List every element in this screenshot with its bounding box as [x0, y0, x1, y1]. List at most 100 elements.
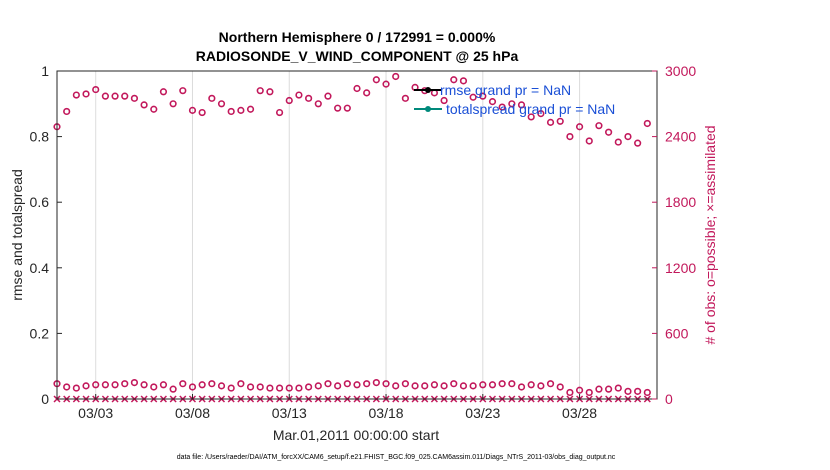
y-axis-left: 0 0.2 0.4 0.6 0.8 1	[30, 63, 62, 407]
x-tick-label: 03/23	[465, 405, 500, 421]
obs-possible-point	[217, 382, 226, 390]
obs-possible-point	[305, 383, 313, 391]
obs-possible-point	[343, 380, 351, 388]
obs-possible-point	[556, 383, 564, 391]
obs-possible-point	[324, 380, 332, 388]
obs-possible-point	[295, 384, 303, 392]
y-right-tick-label: 600	[665, 325, 689, 341]
obs-possible-point	[469, 382, 477, 390]
y-right-tick-label: 1200	[665, 260, 696, 276]
obs-possible-point	[498, 103, 506, 111]
obs-possible-point	[159, 88, 168, 96]
obs-possible-point	[643, 388, 651, 397]
obs-possible-point	[382, 380, 390, 388]
obs-possible-point	[440, 96, 448, 105]
obs-possible-point	[305, 94, 313, 102]
obs-possible-point	[295, 91, 303, 99]
obs-possible-point	[169, 100, 177, 108]
obs-possible-point	[101, 381, 109, 389]
legend-rmse-marker	[425, 87, 431, 93]
obs-possible-point	[353, 84, 361, 93]
x-tick-label: 03/08	[175, 405, 210, 421]
obs-possible-point	[527, 113, 535, 121]
obs-possible-point	[82, 382, 90, 390]
obs-possible-point	[546, 118, 555, 126]
obs-possible-point	[634, 139, 642, 147]
obs-possible-point	[614, 138, 622, 146]
obs-possible-point	[121, 380, 129, 388]
obs-possible-point	[508, 100, 516, 108]
obs-possible-point	[566, 388, 574, 397]
obs-possible-point	[169, 385, 177, 393]
obs-possible-point	[246, 105, 255, 113]
obs-possible-point	[208, 380, 216, 388]
obs-possible-point	[92, 85, 100, 94]
legend-rmse-label: rmse grand pr = NaN	[440, 82, 571, 98]
y-right-tick-label: 2400	[665, 129, 696, 145]
obs-possible-point	[605, 385, 613, 393]
obs-possible-point	[585, 388, 593, 397]
obs-possible-point	[227, 107, 235, 116]
obs-possible-point	[430, 381, 439, 389]
y-left-tick-label: 0.4	[30, 260, 50, 276]
footer-datafile: data file: /Users/raeder/DAI/ATM_forcXX/…	[177, 454, 616, 461]
legend: rmse grand pr = NaN totalspread grand pr…	[414, 82, 615, 117]
obs-possible-point	[382, 80, 390, 88]
obs-possible-point	[140, 101, 148, 109]
obs-possible-point	[324, 92, 332, 100]
obs-possible-point	[343, 104, 351, 112]
obs-possible-point	[566, 133, 574, 141]
obs-possible-point	[479, 381, 487, 389]
obs-possible-point	[72, 384, 80, 392]
obs-possible-point	[469, 93, 477, 101]
obs-possible-point	[440, 382, 448, 390]
obs-possible-point	[63, 383, 71, 391]
y-left-tick-label: 0.6	[30, 194, 50, 210]
obs-possible-point	[188, 383, 197, 391]
obs-possible-point	[556, 117, 564, 125]
obs-possible-point	[517, 101, 526, 109]
x-tick-label: 03/28	[562, 405, 597, 421]
obs-possible-point	[246, 383, 255, 391]
y-axis-right-label: # of obs: o=possible; ×=assimilated	[702, 125, 718, 344]
y-left-tick-label: 1	[41, 63, 49, 79]
obs-possible-point	[614, 384, 622, 392]
obs-possible-point	[459, 382, 468, 390]
chart-title-line1: Northern Hemisphere 0 / 172991 = 0.000%	[219, 29, 496, 45]
obs-possible-point	[121, 92, 129, 100]
obs-possible-point	[314, 100, 322, 108]
obs-possible-point	[150, 383, 158, 391]
obs-possible-point	[140, 381, 148, 389]
obs-possible-point	[392, 72, 400, 81]
obs-possible-point	[392, 382, 400, 390]
obs-possible-point	[92, 381, 100, 389]
obs-possible-point	[459, 77, 468, 85]
obs-possible-point	[372, 379, 380, 387]
obs-possible-point	[72, 91, 80, 99]
obs-possible-point	[217, 100, 226, 108]
obs-possible-point	[401, 94, 409, 102]
x-axis: 03/03 03/08 03/13 03/18 03/23 03/28	[78, 394, 597, 421]
obs-possible-point	[624, 133, 632, 141]
obs-possible-point	[101, 92, 109, 100]
obs-possible-point	[488, 381, 497, 389]
obs-possible-point	[546, 380, 555, 388]
obs-possible-point	[179, 380, 187, 388]
obs-possible-point	[314, 382, 322, 390]
obs-possible-point	[198, 381, 206, 389]
obs-possible-point	[575, 386, 584, 394]
obs-possible-point	[421, 382, 429, 390]
obs-possible-point	[537, 110, 545, 118]
y-left-tick-label: 0	[41, 391, 49, 407]
obs-possible-point	[266, 88, 274, 96]
obs-possible-point	[450, 76, 458, 84]
x-axis-label: Mar.01,2011 00:00:00 start	[273, 427, 439, 443]
chart-title-line2: RADIOSONDE_V_WIND_COMPONENT @ 25 hPa	[196, 48, 519, 64]
data-series	[53, 72, 651, 403]
x-tick-label: 03/03	[78, 405, 113, 421]
y-axis-left-label: rmse and totalspread	[9, 169, 25, 301]
obs-possible-point	[227, 384, 235, 392]
obs-possible-point	[595, 122, 603, 130]
obs-possible-point	[237, 106, 245, 114]
